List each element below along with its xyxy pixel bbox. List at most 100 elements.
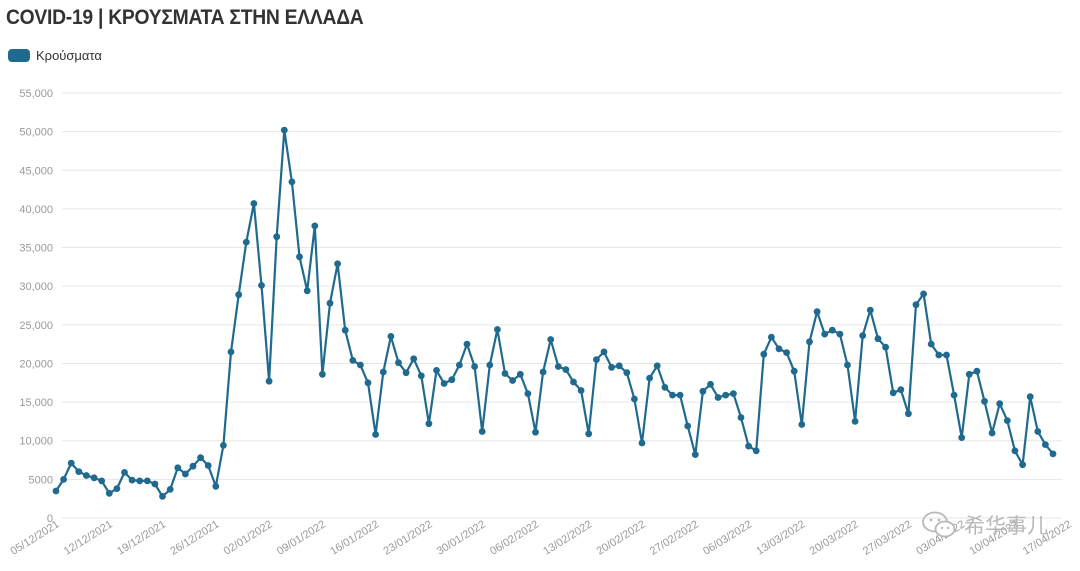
data-point[interactable] — [509, 377, 516, 384]
data-point[interactable] — [608, 363, 615, 371]
data-point[interactable] — [52, 487, 60, 495]
data-point[interactable] — [182, 470, 189, 478]
data-point[interactable] — [539, 368, 547, 376]
data-point[interactable] — [691, 451, 699, 458]
data-point[interactable] — [60, 476, 67, 483]
data-point[interactable] — [1026, 393, 1034, 401]
data-point[interactable] — [532, 428, 539, 436]
data-point[interactable] — [577, 387, 585, 394]
data-point[interactable] — [965, 370, 973, 378]
data-point[interactable] — [547, 336, 555, 343]
data-point[interactable] — [722, 391, 730, 399]
data-point[interactable] — [790, 367, 798, 375]
data-point[interactable] — [821, 330, 829, 338]
data-point[interactable] — [669, 391, 676, 399]
data-point[interactable] — [851, 418, 859, 425]
data-point[interactable] — [448, 376, 456, 384]
data-point[interactable] — [745, 442, 752, 450]
data-point[interactable] — [516, 370, 524, 378]
data-point[interactable] — [143, 477, 151, 485]
data-point[interactable] — [1011, 447, 1019, 455]
data-point[interactable] — [752, 447, 760, 455]
data-point[interactable] — [760, 350, 768, 358]
data-point[interactable] — [1042, 441, 1049, 448]
data-point[interactable] — [98, 477, 106, 485]
legend[interactable]: Κρούσματα — [8, 48, 102, 63]
data-point[interactable] — [151, 480, 159, 488]
data-point[interactable] — [988, 429, 996, 437]
data-point[interactable] — [1003, 417, 1011, 424]
data-point[interactable] — [197, 454, 205, 462]
data-point[interactable] — [204, 462, 212, 469]
data-point[interactable] — [75, 468, 83, 475]
data-point[interactable] — [121, 469, 128, 476]
data-point[interactable] — [105, 489, 113, 497]
data-point[interactable] — [570, 378, 577, 386]
data-point[interactable] — [410, 355, 418, 363]
data-point[interactable] — [250, 200, 258, 207]
data-point[interactable] — [958, 434, 966, 441]
data-point[interactable] — [920, 290, 927, 298]
data-point[interactable] — [417, 372, 425, 380]
data-point[interactable] — [326, 299, 334, 307]
data-point[interactable] — [296, 253, 303, 261]
data-point[interactable] — [631, 395, 638, 403]
data-point[interactable] — [166, 486, 174, 493]
data-point[interactable] — [866, 306, 874, 314]
data-point[interactable] — [334, 260, 341, 268]
data-point[interactable] — [1034, 428, 1042, 435]
data-point[interactable] — [730, 390, 737, 397]
data-point[interactable] — [319, 370, 326, 378]
data-point[interactable] — [912, 301, 920, 309]
data-point[interactable] — [463, 340, 471, 348]
data-point[interactable] — [905, 410, 912, 418]
data-point[interactable] — [341, 326, 349, 334]
data-point[interactable] — [433, 367, 440, 374]
data-point[interactable] — [775, 345, 783, 353]
data-point[interactable] — [783, 349, 790, 356]
data-point[interactable] — [425, 420, 433, 428]
data-point[interactable] — [585, 430, 593, 438]
data-point[interactable] — [973, 367, 981, 375]
data-point[interactable] — [593, 356, 600, 363]
data-point[interactable] — [379, 368, 387, 376]
data-point[interactable] — [897, 386, 905, 394]
data-point[interactable] — [798, 421, 806, 428]
data-point[interactable] — [501, 370, 509, 377]
data-point[interactable] — [813, 308, 821, 316]
data-point[interactable] — [136, 477, 144, 485]
data-point[interactable] — [1049, 450, 1057, 458]
data-point[interactable] — [524, 390, 532, 397]
data-point[interactable] — [364, 379, 372, 387]
data-point[interactable] — [714, 394, 722, 401]
data-point[interactable] — [882, 343, 889, 351]
data-point[interactable] — [311, 222, 319, 230]
data-point[interactable] — [646, 374, 653, 382]
data-point[interactable] — [554, 363, 562, 370]
data-point[interactable] — [623, 369, 631, 377]
data-point[interactable] — [737, 414, 745, 421]
data-point[interactable] — [859, 332, 867, 339]
data-point[interactable] — [90, 474, 98, 482]
data-point[interactable] — [943, 351, 950, 359]
data-point[interactable] — [836, 330, 844, 338]
data-point[interactable] — [83, 472, 90, 479]
data-point[interactable] — [996, 400, 1004, 407]
data-point[interactable] — [562, 366, 570, 373]
data-point[interactable] — [981, 397, 988, 405]
data-point[interactable] — [471, 363, 478, 370]
data-point[interactable] — [349, 357, 357, 364]
data-point[interactable] — [227, 348, 235, 356]
data-point[interactable] — [113, 485, 121, 492]
data-point[interactable] — [494, 326, 501, 333]
data-point[interactable] — [303, 287, 311, 295]
data-point[interactable] — [288, 178, 296, 186]
data-point[interactable] — [806, 338, 813, 346]
data-point[interactable] — [265, 377, 273, 385]
data-point[interactable] — [768, 333, 775, 341]
data-point[interactable] — [440, 380, 448, 387]
data-point[interactable] — [935, 351, 943, 359]
data-point[interactable] — [212, 482, 220, 490]
data-point[interactable] — [828, 326, 836, 334]
data-point[interactable] — [189, 462, 197, 470]
